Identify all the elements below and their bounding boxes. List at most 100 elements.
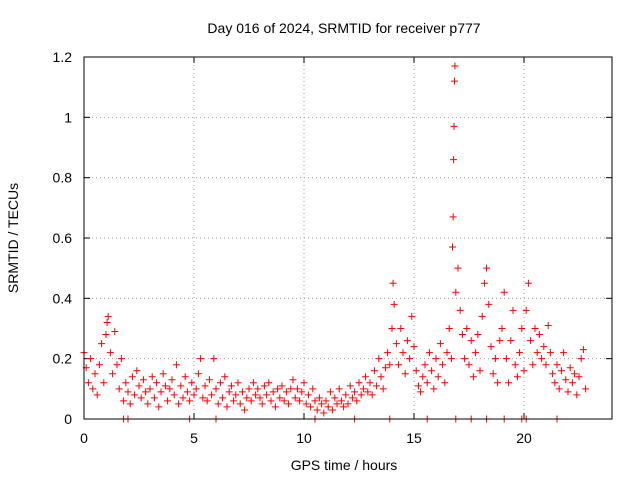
data-point: [212, 385, 220, 393]
data-point: [175, 400, 183, 408]
data-point: [513, 373, 521, 381]
data-point: [117, 355, 125, 363]
data-point: [289, 376, 297, 384]
data-point: [388, 325, 396, 332]
data-point: [155, 403, 163, 411]
data-point: [104, 312, 112, 320]
data-point: [166, 385, 174, 393]
data-point: [137, 394, 145, 402]
data-point: [276, 394, 284, 402]
data-point: [214, 400, 222, 408]
scatter-points: [80, 62, 590, 423]
data-point: [441, 379, 449, 387]
data-point: [399, 349, 407, 357]
data-point: [524, 279, 532, 287]
data-point: [373, 382, 381, 390]
data-point: [168, 376, 176, 384]
data-point: [494, 379, 502, 387]
data-point: [269, 388, 277, 396]
data-point: [449, 213, 457, 221]
data-point: [223, 403, 231, 411]
data-point: [320, 409, 328, 417]
data-point: [188, 379, 196, 387]
x-axis-title: GPS time / hours: [291, 457, 398, 473]
data-point: [428, 367, 436, 375]
data-point: [487, 343, 495, 351]
data-point: [153, 379, 161, 387]
data-point: [298, 388, 306, 396]
y-tick-label: 0: [64, 411, 72, 427]
data-point: [491, 355, 499, 363]
data-point: [236, 400, 244, 408]
data-point: [249, 379, 257, 387]
x-tick-label: 15: [406, 430, 422, 446]
data-point: [474, 331, 482, 339]
data-point: [326, 388, 334, 396]
data-point: [518, 325, 526, 332]
data-point: [389, 279, 397, 287]
data-point: [234, 379, 242, 387]
data-point: [172, 361, 180, 369]
data-point: [243, 394, 251, 402]
data-point: [190, 391, 198, 399]
data-point: [337, 397, 345, 405]
data-point: [135, 382, 143, 390]
data-point: [144, 400, 152, 408]
data-point: [454, 264, 462, 272]
data-point: [447, 355, 455, 363]
data-point: [208, 391, 216, 399]
data-point: [423, 379, 431, 387]
data-point: [331, 394, 339, 402]
data-point: [377, 373, 385, 381]
data-point: [461, 355, 469, 363]
data-point: [170, 391, 178, 399]
data-point: [582, 385, 590, 393]
data-point: [542, 361, 550, 369]
data-point: [84, 379, 92, 387]
data-point: [425, 349, 433, 357]
data-point: [122, 379, 130, 387]
data-point: [443, 349, 451, 357]
axis-ticks: 0 0.2 0.4 0.6 0.8 1 1.2 0 5 10 15 20: [53, 49, 612, 446]
data-point: [225, 388, 233, 396]
data-point: [227, 382, 235, 390]
data-point: [452, 288, 460, 296]
data-point: [186, 397, 194, 405]
data-point: [535, 331, 543, 339]
data-point: [307, 403, 315, 411]
data-point: [278, 382, 286, 390]
data-point: [100, 379, 108, 387]
data-point: [238, 388, 246, 396]
data-point: [159, 370, 167, 378]
data-point: [322, 397, 330, 405]
data-point: [531, 325, 539, 332]
data-point: [111, 328, 119, 336]
data-point: [502, 355, 510, 363]
data-point: [406, 355, 414, 363]
data-point: [124, 388, 132, 396]
y-tick-label: 1: [64, 109, 72, 125]
data-point: [179, 394, 187, 402]
data-point: [344, 400, 352, 408]
data-point: [401, 370, 409, 378]
data-point: [364, 388, 372, 396]
data-point: [126, 400, 134, 408]
data-point: [432, 355, 440, 363]
data-point: [579, 346, 587, 354]
data-point: [115, 385, 123, 393]
data-point: [522, 306, 530, 314]
data-point: [403, 337, 411, 345]
data-point: [538, 355, 546, 363]
data-point: [133, 367, 141, 375]
data-point: [560, 349, 568, 357]
data-point: [183, 388, 191, 396]
data-point: [113, 361, 121, 369]
data-point: [177, 382, 185, 390]
data-point: [562, 376, 570, 384]
data-point: [335, 385, 343, 393]
data-point: [309, 385, 317, 393]
data-point: [414, 382, 422, 390]
data-point: [128, 373, 136, 381]
data-point: [201, 382, 209, 390]
data-point: [527, 337, 535, 345]
